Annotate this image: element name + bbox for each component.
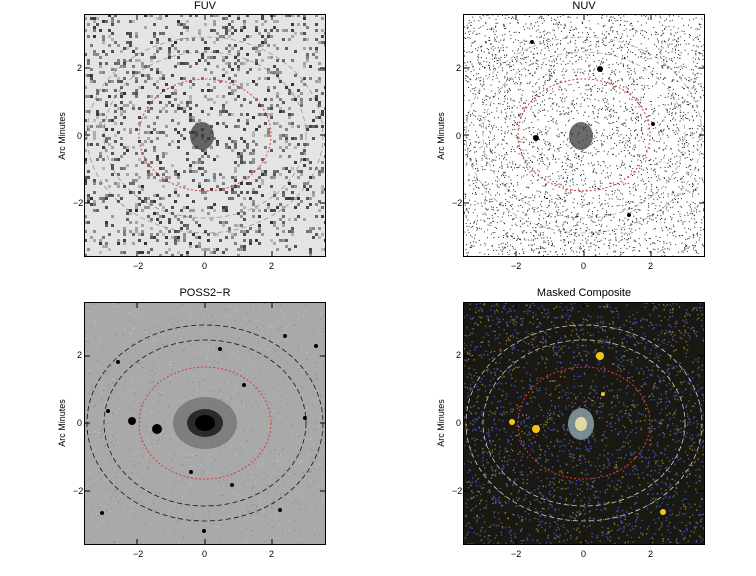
y-tick-label: −2 [452, 486, 463, 496]
y-tick-label: 2 [456, 350, 462, 360]
nuv-image [463, 14, 705, 257]
inner-sky-ellipse [103, 51, 307, 219]
x-tick-label: −2 [511, 549, 522, 559]
galaxy-core [569, 122, 593, 150]
y-axis-label: Arc Minutes [436, 399, 446, 447]
x-tick-label: 2 [648, 549, 654, 559]
star-layer [530, 40, 655, 217]
inner-sky-ellipse [103, 339, 307, 507]
panel-title: POSS2−R [179, 287, 231, 299]
x-tick-label: 2 [269, 261, 275, 271]
y-tick-label: 0 [456, 131, 462, 141]
x-tick-label: 2 [269, 549, 275, 559]
y-axis-label: Arc Minutes [57, 112, 67, 160]
noise-layer [463, 302, 705, 545]
composite-image [463, 302, 705, 545]
galaxy-core [190, 122, 214, 150]
y-axis-label: Arc Minutes [57, 399, 67, 447]
axis-ticks [463, 302, 705, 545]
axis-ticks [84, 14, 326, 257]
star-layer [100, 334, 318, 533]
x-tick-label: 0 [202, 261, 208, 271]
y-tick-label: 2 [77, 63, 83, 73]
y-tick-label: 0 [456, 418, 462, 428]
noise-layer [84, 302, 326, 545]
x-tick-label: 2 [648, 261, 654, 271]
red-aperture-ellipse [138, 78, 272, 192]
x-tick-label: 0 [202, 549, 208, 559]
red-aperture-ellipse [517, 78, 651, 192]
x-tick-label: −2 [511, 261, 522, 271]
panel-title: FUV [194, 0, 216, 12]
inner-sky-ellipse [482, 339, 686, 507]
y-tick-label: 0 [77, 131, 83, 141]
x-tick-label: −2 [133, 549, 144, 559]
red-aperture-ellipse [138, 366, 272, 480]
poss2r-image [84, 302, 326, 545]
y-tick-label: −2 [73, 198, 84, 208]
x-tick-label: −2 [133, 261, 144, 271]
fuv-image [84, 14, 326, 257]
y-axis-label: Arc Minutes [436, 112, 446, 160]
y-tick-label: 2 [77, 350, 83, 360]
star-layer [509, 352, 666, 515]
panel-title: Masked Composite [536, 287, 632, 299]
panel-title: NUV [572, 0, 596, 12]
y-tick-label: 2 [456, 63, 462, 73]
axis-ticks [463, 14, 705, 257]
y-tick-label: −2 [452, 198, 463, 208]
y-tick-label: 0 [77, 418, 83, 428]
y-tick-label: −2 [73, 486, 84, 496]
red-aperture-ellipse [517, 366, 651, 480]
inner-sky-ellipse [482, 51, 686, 219]
galaxy-nucleus [575, 417, 587, 431]
axis-ticks [84, 302, 326, 545]
x-tick-label: 0 [581, 549, 587, 559]
x-tick-label: 0 [581, 261, 587, 271]
galaxy-nucleus [195, 415, 215, 431]
